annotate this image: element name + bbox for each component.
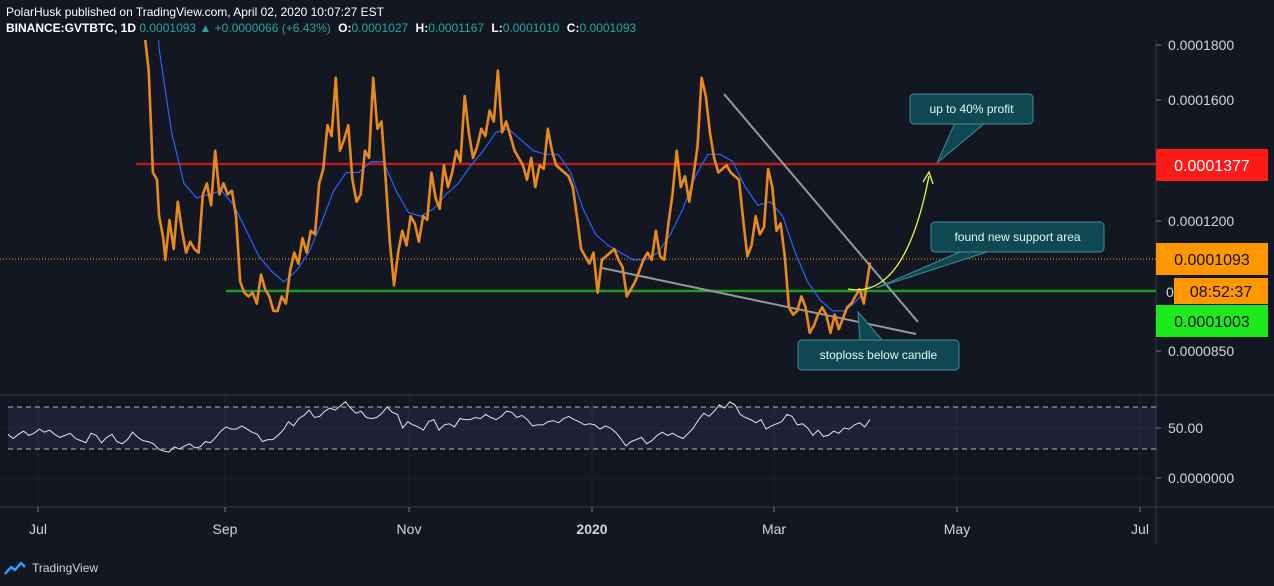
- projection-arrowhead: [922, 170, 934, 185]
- open-label: O:: [338, 21, 352, 35]
- last-price-tag-bg: [1156, 243, 1268, 275]
- rsi-band: [8, 407, 1156, 449]
- y-tick-label: 0.0001800: [1168, 37, 1234, 53]
- x-tick-label: Mar: [762, 521, 786, 537]
- rsi-line: [7, 401, 871, 453]
- rsi-pane: [7, 401, 1156, 453]
- countdown-tag-label: 08:52:37: [1190, 284, 1252, 301]
- last-price-tag-label: 0.0001093: [1174, 252, 1250, 269]
- hidden-tick-label: 0: [1166, 284, 1174, 300]
- tradingview-logo-icon: [4, 561, 26, 575]
- pane-frames: [0, 40, 1274, 545]
- annotations: up to 40% profit found new support area st…: [797, 93, 1105, 371]
- x-tick-label: Jul: [1131, 521, 1149, 537]
- brand-name: TradingView: [32, 561, 99, 575]
- footer: TradingView: [4, 558, 98, 578]
- price-change: +0.0000066 (+6.43%): [214, 21, 331, 35]
- callout-box: [797, 339, 960, 371]
- callout-box: [909, 93, 1034, 125]
- x-tick-label: Sep: [213, 521, 238, 537]
- price-line: [143, 40, 872, 335]
- high-value: 0.0001167: [428, 21, 485, 35]
- callout-box: [930, 221, 1105, 253]
- low-label: L:: [491, 21, 503, 35]
- x-tick-label: May: [944, 521, 970, 537]
- x-tick-label: Nov: [397, 521, 422, 537]
- countdown-tag-bg: [1174, 278, 1268, 304]
- high-label: H:: [415, 21, 429, 35]
- x-tick-label: Jul: [29, 521, 47, 537]
- low-value: 0.0001010: [502, 21, 560, 35]
- chart-header: PolarHusk published on TradingView.com, …: [6, 4, 636, 36]
- y-tick-label: 0.0001600: [1168, 92, 1234, 108]
- resistance-tag-bg: [1156, 149, 1268, 181]
- publisher-line: PolarHusk published on TradingView.com, …: [6, 5, 385, 19]
- projection-curve: [847, 175, 930, 291]
- open-value: 0.0001027: [351, 21, 409, 35]
- close-value: 0.0001093: [579, 21, 637, 35]
- axes: Jul Sep Nov 2020 Mar May Jul 0.0001800 0.0001600…: [29, 37, 1234, 537]
- price-series: [143, 40, 872, 335]
- support-tag-bg: [1156, 305, 1268, 337]
- up-arrow-icon: ▲: [199, 21, 212, 35]
- resistance-tag-label: 0.0001377: [1174, 158, 1250, 175]
- support-tag-label: 0.0001003: [1174, 314, 1250, 331]
- symbol: BINANCE:GVTBTC, 1D: [6, 21, 137, 35]
- y-tick-label: 0.0001200: [1168, 213, 1234, 229]
- last-price: 0.0001093: [139, 21, 197, 35]
- callout-text: up to 40% profit: [929, 102, 1014, 116]
- callout-text: found new support area: [954, 230, 1080, 244]
- close-label: C:: [566, 21, 580, 35]
- callout-text: stoploss below candle: [820, 348, 938, 362]
- symbol-line: BINANCE:GVTBTC, 1D 0.0001093 ▲ +0.000006…: [6, 20, 636, 36]
- x-tick-label: 2020: [576, 521, 607, 537]
- y-tick-label: 0.0000850: [1168, 343, 1234, 359]
- rsi-tick-label: 0.0000000: [1168, 470, 1234, 486]
- price-tags: 0.0001377 0.0001093 08:52:37 00.0001003: [1156, 149, 1268, 337]
- rsi-tick-label: 50.00: [1168, 420, 1203, 436]
